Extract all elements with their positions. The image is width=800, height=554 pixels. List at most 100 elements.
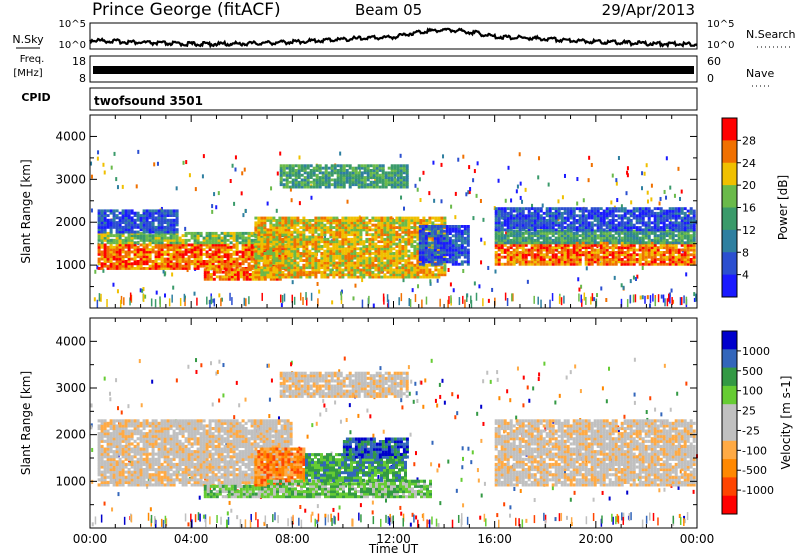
power-cell	[515, 223, 519, 227]
power-cell	[448, 258, 452, 261]
power-cell	[620, 238, 624, 242]
power-cell	[545, 260, 549, 264]
power-speckle	[160, 206, 163, 211]
power-cell	[371, 273, 375, 277]
power-cell	[451, 227, 455, 231]
power-cell	[356, 226, 360, 229]
power-cell	[572, 221, 576, 225]
power-cell	[436, 227, 440, 231]
power-cell	[515, 216, 519, 220]
power-cell	[136, 248, 140, 252]
power-cell	[395, 242, 399, 246]
power-speckle	[468, 190, 471, 195]
power-cell	[560, 231, 564, 235]
power-cell	[290, 230, 294, 234]
power-speckle	[432, 160, 435, 165]
power-cell	[593, 214, 597, 218]
power-cell	[287, 256, 291, 260]
power-cell	[421, 260, 425, 264]
power-cell	[536, 255, 540, 259]
power-cell	[282, 164, 286, 168]
power-cell	[369, 171, 373, 175]
power-cell	[160, 234, 164, 238]
power-cell	[424, 253, 428, 257]
power-cell	[353, 247, 357, 251]
power-cell	[275, 230, 279, 234]
power-cell	[395, 226, 399, 229]
power-cell	[671, 236, 675, 240]
power-cell	[683, 231, 687, 235]
power-cell	[329, 263, 333, 267]
power-cell	[311, 233, 315, 237]
power-cell	[560, 221, 564, 225]
power-cell	[584, 258, 588, 261]
power-cell	[566, 255, 570, 259]
power-cell	[244, 248, 248, 252]
power-cell	[145, 262, 149, 266]
power-cell	[404, 228, 408, 232]
power-cell	[347, 266, 351, 270]
power-cell	[196, 250, 200, 254]
power-cell	[121, 264, 125, 268]
power-cell	[329, 230, 333, 234]
power-cell	[392, 256, 396, 260]
power-cell	[620, 246, 624, 250]
power-cell	[494, 209, 498, 213]
power-cell	[263, 270, 267, 274]
power-cell	[263, 254, 267, 258]
power-cell	[299, 221, 303, 225]
power-cell	[217, 260, 221, 263]
power-cell	[395, 252, 399, 255]
power-cell	[160, 209, 164, 213]
power-cell	[557, 216, 561, 220]
power-cell	[275, 221, 279, 225]
power-cell	[299, 245, 303, 248]
power-cell	[377, 254, 381, 258]
power-cell	[448, 255, 452, 259]
power-cell	[335, 261, 339, 265]
power-cell	[296, 247, 300, 251]
power-cell	[315, 185, 319, 189]
power-cell	[136, 252, 140, 256]
power-cell	[97, 260, 101, 263]
power-cell	[154, 236, 158, 240]
power-cell	[181, 250, 185, 254]
power-cell	[232, 236, 236, 240]
power-cell	[350, 226, 354, 229]
power-cell	[380, 261, 384, 265]
power-cell	[260, 256, 264, 260]
power-cell	[368, 256, 372, 260]
power-speckle	[693, 297, 696, 302]
power-cell	[193, 255, 197, 259]
power-cell	[124, 216, 128, 220]
power-cell	[641, 238, 645, 242]
power-cell	[275, 277, 279, 281]
power-speckle	[442, 154, 445, 159]
power-cell	[584, 255, 588, 259]
power-cell	[332, 230, 336, 234]
power-speckle	[643, 171, 646, 176]
power-cell	[374, 273, 378, 277]
power-cell	[208, 260, 212, 263]
power-cell	[187, 231, 191, 235]
power-cell	[229, 248, 233, 252]
power-cell	[115, 209, 119, 213]
power-cell	[318, 164, 322, 168]
power-cell	[121, 209, 125, 213]
power-cell	[320, 216, 324, 220]
power-cell	[347, 268, 351, 272]
power-cell	[536, 248, 540, 252]
power-cell	[235, 231, 239, 235]
power-cell	[305, 235, 309, 239]
power-cell	[178, 267, 182, 270]
power-cell	[353, 245, 357, 248]
power-cell	[342, 164, 346, 168]
power-cell	[142, 218, 146, 222]
power-cell	[689, 243, 693, 247]
power-cell	[239, 268, 243, 272]
power-cell	[509, 238, 513, 242]
power-cell	[433, 239, 437, 243]
power-cell	[427, 255, 431, 259]
power-speckle	[668, 292, 671, 297]
power-cell	[381, 171, 385, 175]
